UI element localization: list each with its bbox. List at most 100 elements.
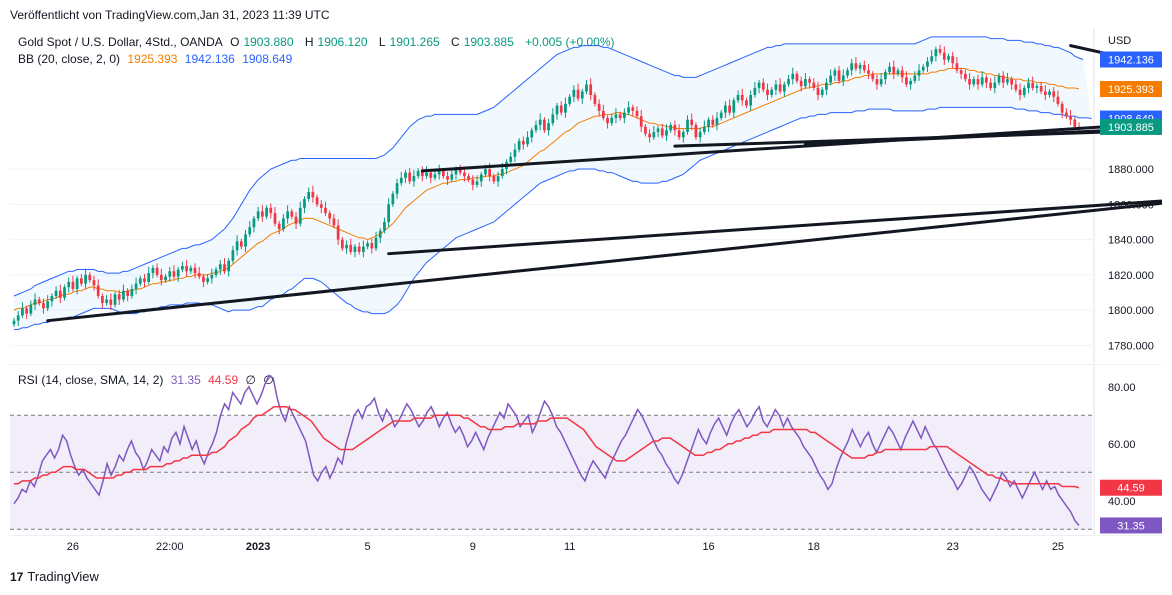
candle [185,266,188,272]
candle [833,70,837,76]
candle [130,288,134,296]
candle [345,244,348,249]
candle [618,114,622,118]
candle [1060,103,1064,113]
candle [926,61,929,67]
candle [606,117,609,124]
rsi-value: 31.35 [170,373,201,387]
candle [151,267,155,274]
candle [669,124,673,131]
rsi-chart[interactable]: 40.00 60.00 80.00 44.59 31.35 [10,364,1162,535]
candle [509,156,513,162]
trendline[interactable] [803,123,1162,146]
candle [749,95,753,106]
candle [782,84,786,92]
bb-fill [14,36,1092,330]
candle [239,241,243,247]
candle [159,274,163,281]
candle [534,124,538,131]
candle [324,207,327,214]
price-tick-label: 1840.000 [1108,235,1154,247]
candle [652,132,656,138]
candle [218,264,222,270]
candle [825,82,828,90]
rsi-tag-1-bg [1100,517,1162,534]
symbol-label[interactable]: Gold Spot / U.S. Dollar, 4Std., OANDA [18,35,223,49]
rsi-tag-0: 44.59 [1117,483,1145,495]
rsi-tag-0-bg [1100,479,1162,496]
candle [1027,82,1030,88]
price-chart[interactable]: 1780.0001800.0001820.0001840.0001860.000… [10,28,1162,363]
candle [610,117,614,124]
candle [867,70,870,74]
candle [378,230,382,238]
bb-label[interactable]: BB (20, close, 2, 0) [18,52,121,66]
candle [976,79,980,85]
candle [92,280,96,286]
candle [547,123,550,131]
trendline[interactable] [387,194,1162,256]
rsi-ma-line [14,406,1080,489]
candle [1018,89,1022,95]
candle [260,211,264,217]
candle [181,266,184,270]
candle [631,107,635,111]
candle [12,320,16,325]
candle [808,79,811,83]
candle [269,207,273,214]
candle [332,218,336,226]
candle [917,70,921,76]
candle [757,82,761,88]
candle [383,221,386,231]
candle [1014,84,1018,90]
candle [623,112,626,118]
candle [349,244,353,252]
candle [656,128,660,133]
bb-lower-line [14,106,1092,330]
footer-brand[interactable]: TradingView [27,569,99,584]
candle [862,65,866,71]
candle [555,105,559,115]
candle [134,283,138,289]
published-note: Veröffentlicht von TradingView.com,Jan 3… [10,8,330,22]
candle [694,124,698,138]
footer: 17 TradingView [10,569,99,584]
candle [193,267,197,274]
candle [58,290,62,298]
candle [294,216,298,224]
close-value: 1903.885 [463,35,514,49]
rsi-tick-label: 80.00 [1108,382,1136,394]
candle [850,63,854,71]
candle [138,278,142,284]
candle [307,191,311,200]
candle [101,296,104,304]
time-tick-label: 23 [947,541,959,553]
candle [420,170,424,177]
candle [774,84,778,90]
candle [1001,75,1005,83]
price-tick-label: 1820.000 [1108,270,1154,282]
candle [315,197,319,205]
candle [740,95,744,101]
candle [50,296,54,302]
candle [551,114,555,124]
candle [905,77,908,85]
candle [589,84,593,95]
candle [1043,91,1047,95]
candle [526,137,529,145]
candle [71,281,75,289]
candle [370,243,374,249]
candle [521,140,525,145]
price-tick-label: 1800.000 [1108,305,1154,317]
candle [787,79,790,85]
candle [812,82,816,88]
candle [147,273,151,282]
candle [366,243,369,247]
candle [572,89,576,97]
candle [951,56,955,64]
candle [88,274,92,281]
candle [214,269,218,275]
rsi-label[interactable]: RSI (14, close, SMA, 14, 2) [18,373,164,387]
trendline[interactable] [46,192,1162,323]
